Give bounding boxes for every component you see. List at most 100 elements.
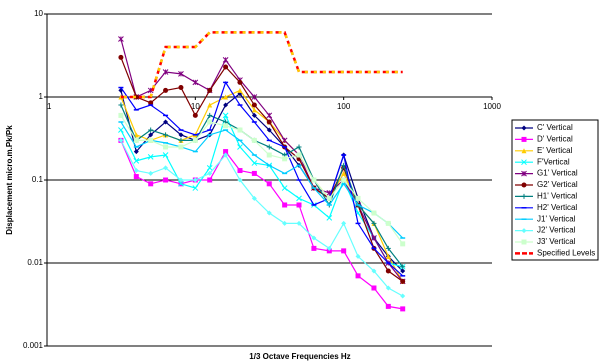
- marker: [178, 132, 184, 138]
- marker: [118, 102, 124, 108]
- marker: [521, 148, 527, 154]
- x-tick-label: 10: [191, 102, 200, 111]
- marker: [400, 264, 406, 270]
- marker: [237, 87, 243, 93]
- marker: [266, 210, 272, 216]
- legend-label: E' Vertical: [537, 146, 573, 155]
- marker: [385, 253, 391, 259]
- series-line: [120, 113, 403, 268]
- marker: [133, 168, 139, 174]
- marker: [385, 303, 391, 309]
- marker: [251, 195, 257, 201]
- legend-label: H2' Vertical: [537, 203, 577, 212]
- marker: [133, 149, 139, 155]
- marker: [251, 94, 258, 100]
- marker: [385, 220, 391, 226]
- marker: [355, 253, 361, 259]
- series-line: [120, 104, 404, 268]
- legend-box: [511, 119, 599, 261]
- marker: [266, 152, 272, 158]
- marker: [223, 152, 229, 158]
- marker: [251, 160, 258, 166]
- marker: [148, 132, 154, 138]
- legend-label: H1' Vertical: [537, 192, 577, 201]
- marker: [371, 210, 377, 216]
- marker: [163, 119, 169, 125]
- marker: [521, 159, 527, 166]
- marker: [251, 112, 257, 118]
- marker: [266, 144, 272, 150]
- marker: [326, 245, 332, 251]
- marker: [192, 185, 199, 191]
- marker: [521, 182, 527, 188]
- marker: [251, 107, 257, 113]
- marker: [296, 152, 302, 158]
- marker: [521, 125, 527, 131]
- marker: [521, 239, 527, 245]
- x-tick-label: 1000: [483, 102, 501, 111]
- marker: [311, 235, 317, 241]
- marker: [178, 85, 184, 91]
- y-tick-label: 0.001: [23, 341, 44, 350]
- marker: [133, 174, 139, 180]
- marker: [371, 268, 377, 274]
- marker: [148, 181, 154, 187]
- marker: [355, 195, 361, 201]
- marker: [148, 170, 154, 176]
- marker: [282, 156, 288, 162]
- marker: [118, 36, 124, 42]
- marker: [162, 152, 169, 158]
- marker: [282, 220, 288, 226]
- legend-label: G2' Vertical: [537, 180, 578, 189]
- marker: [133, 137, 139, 143]
- marker: [282, 202, 288, 208]
- series-line: [120, 90, 404, 272]
- marker: [385, 268, 391, 274]
- legend-label: J1' Vertical: [537, 214, 576, 223]
- marker: [237, 168, 243, 174]
- marker: [237, 177, 243, 183]
- marker: [237, 144, 243, 150]
- legend-label: G1' Vertical: [537, 169, 578, 178]
- legend-label: D' Vertical: [537, 135, 573, 144]
- marker: [223, 123, 229, 129]
- marker: [178, 71, 184, 77]
- marker: [251, 137, 257, 143]
- marker: [326, 214, 333, 221]
- marker: [207, 119, 213, 125]
- marker: [237, 127, 243, 133]
- marker: [400, 306, 406, 312]
- legend-label: J2' Vertical: [537, 226, 576, 235]
- marker: [163, 165, 169, 171]
- marker: [400, 241, 406, 247]
- series-line: [120, 121, 404, 239]
- y-axis-label: Displacement micro.m.Pk/Pk: [5, 125, 14, 235]
- marker: [296, 195, 302, 202]
- marker: [178, 137, 184, 143]
- marker: [237, 79, 243, 85]
- marker: [163, 144, 169, 150]
- legend-label: F'Vertical: [537, 157, 570, 166]
- marker: [311, 245, 317, 251]
- x-tick-label: 100: [337, 102, 351, 111]
- marker: [147, 154, 154, 160]
- marker: [341, 248, 347, 254]
- y-tick-label: 0.1: [32, 175, 44, 184]
- marker: [326, 195, 332, 201]
- marker: [281, 137, 288, 144]
- series-line: [120, 31, 403, 99]
- marker: [192, 137, 198, 143]
- y-tick-label: 1: [39, 92, 44, 101]
- marker: [223, 94, 229, 100]
- marker: [222, 112, 229, 119]
- marker: [207, 112, 213, 118]
- marker: [207, 177, 213, 183]
- marker: [385, 285, 391, 291]
- marker: [163, 87, 169, 93]
- marker: [148, 127, 154, 133]
- marker: [162, 69, 169, 75]
- marker: [118, 127, 124, 133]
- marker: [223, 149, 229, 155]
- legend-label: Specified Levels: [537, 249, 595, 258]
- marker: [163, 132, 169, 138]
